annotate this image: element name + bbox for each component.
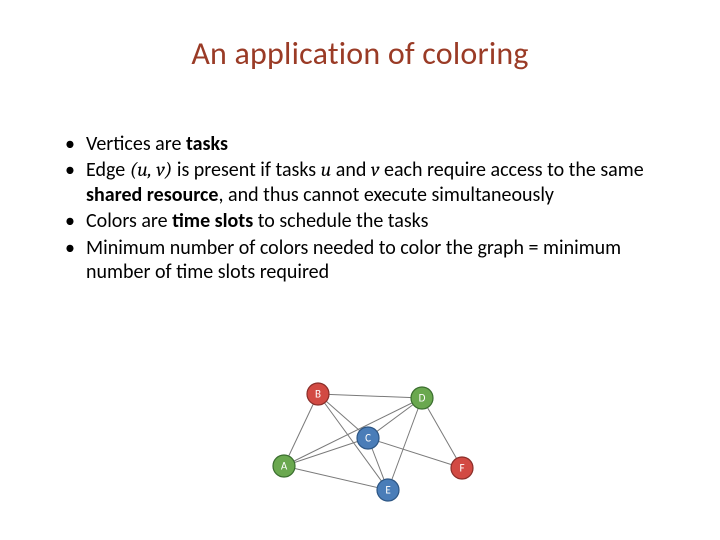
text-bold: tasks [186,132,228,156]
list-item: Colors are time slots to schedule the ta… [62,209,662,233]
graph-edge [318,394,422,398]
text: , and thus cannot execute simultaneously [218,183,554,207]
text: and [331,158,371,182]
graph-node-c: C [357,427,379,449]
graph-node-f: F [451,457,473,479]
graph-edge [284,466,388,490]
svg-text:B: B [315,388,321,401]
graph-diagram: A B C D E F [260,368,480,508]
bullet-list: Vertices are tasks Edge (u, v) is presen… [62,132,662,284]
list-item: Minimum number of colors needed to color… [62,236,662,285]
slide: An application of coloring Vertices are … [0,0,720,540]
text-bold: time slots [172,209,253,233]
graph-edge [284,438,368,466]
svg-text:C: C [365,432,371,445]
svg-text:F: F [459,462,464,475]
list-item: Vertices are tasks [62,132,662,156]
graph-node-e: E [377,479,399,501]
graph-node-a: A [273,455,295,477]
text-italic: (u, v) [130,158,173,181]
graph-svg: A B C D E F [260,368,480,508]
text: Vertices are [86,132,186,156]
slide-body: Vertices are tasks Edge (u, v) is presen… [62,132,662,286]
svg-text:D: D [419,392,426,405]
text: each require access to the same [380,158,644,182]
text: Edge [86,158,130,182]
slide-title: An application of coloring [0,34,720,73]
svg-text:E: E [385,484,390,497]
graph-edge [284,394,318,466]
text-bold: shared resource [86,183,218,207]
graph-edge [284,398,422,466]
text-italic: u [321,158,332,181]
graph-node-b: B [307,383,329,405]
text-italic: v [371,158,380,181]
text: is present if tasks [172,158,320,182]
list-item: Edge (u, v) is present if tasks u and v … [62,158,662,207]
graph-node-d: D [411,387,433,409]
text: to schedule the tasks [253,209,428,233]
text: Minimum number of colors needed to color… [86,236,621,284]
svg-text:A: A [281,460,288,473]
text: Colors are [86,209,172,233]
